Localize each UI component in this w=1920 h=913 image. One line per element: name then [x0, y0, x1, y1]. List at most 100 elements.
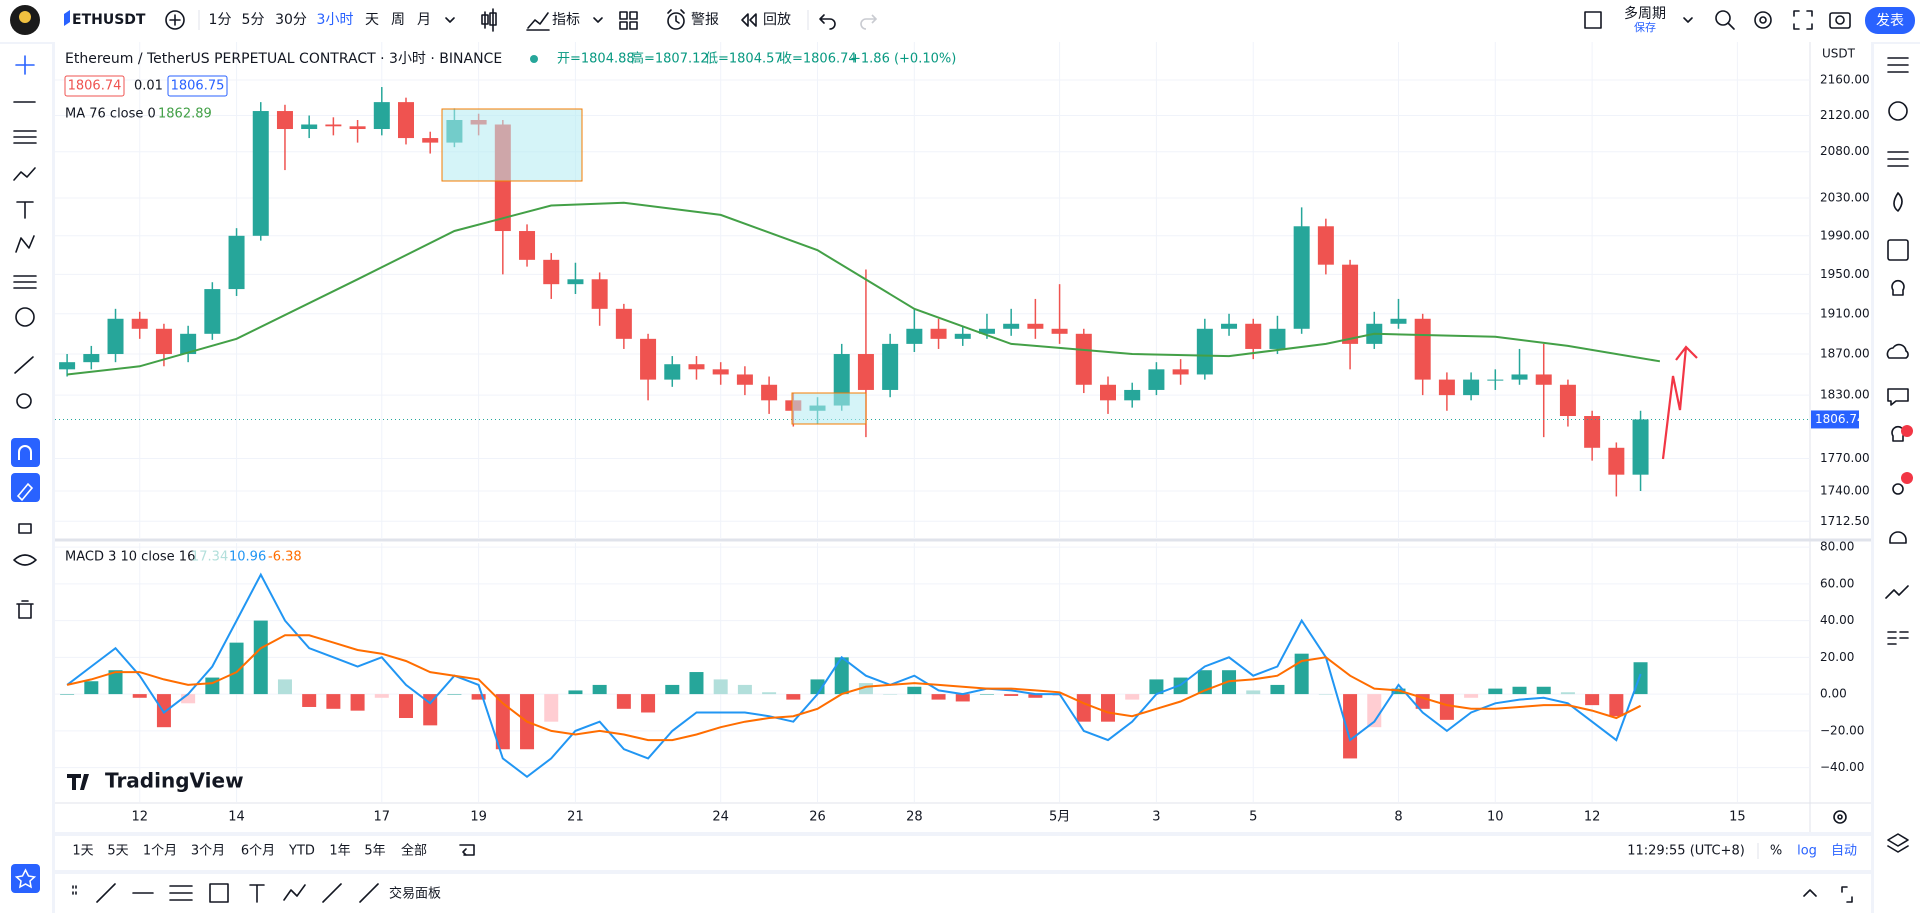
range[interactable]: 1天	[72, 844, 93, 859]
multi-timeframe[interactable]: 多周期	[1624, 5, 1666, 22]
data-window[interactable]	[1887, 151, 1909, 167]
magnet-active[interactable]	[11, 438, 40, 467]
goto-date[interactable]	[459, 844, 475, 856]
forecast[interactable]	[15, 235, 35, 253]
drawing-bar	[55, 874, 1871, 913]
ask-box[interactable]	[167, 75, 228, 97]
publish-button[interactable]	[1865, 7, 1915, 34]
crosshair[interactable]	[15, 55, 35, 75]
object-tree[interactable]	[1887, 833, 1909, 853]
layout-icon[interactable]	[619, 11, 638, 30]
replay-icon[interactable]	[741, 13, 757, 27]
interval[interactable]: 周	[391, 12, 405, 28]
range[interactable]: YTD	[288, 844, 315, 859]
candle-body	[204, 289, 221, 334]
save-menu[interactable]	[1683, 17, 1693, 23]
fullscreen[interactable]	[1793, 10, 1813, 30]
fav-text[interactable]	[249, 884, 265, 903]
range[interactable]: 5天	[107, 844, 128, 859]
macd-histogram-bar	[277, 679, 292, 695]
fav-path[interactable]	[283, 884, 306, 901]
layout-toggle[interactable]	[1584, 11, 1602, 29]
ask[interactable]: 1806.75	[171, 79, 225, 94]
indicators-icon[interactable]	[526, 12, 550, 31]
add-symbol[interactable]	[165, 10, 185, 30]
fav-ray[interactable]	[322, 883, 342, 903]
patterns[interactable]	[13, 167, 36, 181]
range[interactable]: 1个月	[143, 844, 177, 859]
range[interactable]: 3个月	[191, 844, 225, 859]
interval[interactable]: 30分	[275, 12, 307, 28]
settings[interactable]	[1754, 11, 1772, 29]
range[interactable]: 全部	[401, 843, 427, 859]
macd-legend[interactable]: MACD 3 10 close 16	[65, 550, 195, 565]
bid-box[interactable]	[64, 75, 125, 97]
chats[interactable]	[1887, 388, 1909, 406]
delete[interactable]	[16, 600, 34, 619]
interval[interactable]: 天	[365, 12, 379, 28]
rectangle-drawing[interactable]	[791, 392, 867, 425]
axis-settings[interactable]	[1833, 810, 1847, 824]
alert-icon[interactable]	[667, 9, 685, 30]
interval-menu[interactable]	[445, 17, 455, 23]
indicators[interactable]: 指标	[552, 12, 580, 28]
interval[interactable]: 3小时	[317, 12, 354, 28]
fib[interactable]	[13, 130, 37, 144]
lock[interactable]	[18, 523, 32, 534]
collapse[interactable]	[1803, 889, 1817, 897]
redo[interactable]	[860, 14, 878, 30]
arrow-drawing[interactable]	[1661, 345, 1698, 460]
order-panel[interactable]	[1885, 585, 1909, 599]
ma-legend[interactable]: MA 76 close 0	[65, 107, 156, 122]
auto-mode[interactable]: 自动	[1831, 844, 1857, 859]
save[interactable]: 保存	[1634, 20, 1656, 34]
calendar[interactable]	[1887, 239, 1909, 261]
snapshot[interactable]	[1829, 12, 1851, 29]
fav-fib[interactable]	[169, 885, 193, 901]
watchlist[interactable]	[1887, 57, 1909, 73]
streams[interactable]	[1886, 343, 1909, 359]
search[interactable]	[1715, 10, 1735, 30]
candle-body	[422, 138, 439, 143]
percent-mode[interactable]: %	[1770, 844, 1782, 859]
gann[interactable]	[13, 275, 37, 289]
interval[interactable]: 月	[417, 12, 431, 28]
chart-type[interactable]	[481, 8, 497, 32]
maximize[interactable]	[1841, 886, 1853, 903]
fav-extended[interactable]	[359, 883, 379, 903]
x-tick-label: 19	[470, 810, 487, 825]
candle-body	[688, 364, 705, 370]
zoom[interactable]	[16, 393, 32, 409]
indicators-menu[interactable]	[593, 17, 603, 23]
log-mode[interactable]: log	[1797, 844, 1817, 859]
watchlist-star-bg[interactable]	[11, 864, 40, 893]
hotlist[interactable]	[1893, 192, 1903, 212]
notifications[interactable]	[1889, 531, 1907, 544]
range[interactable]: 5年	[364, 844, 385, 859]
text-tool[interactable]	[16, 201, 34, 219]
broadcast[interactable]	[1892, 483, 1904, 495]
interval[interactable]: 1分	[209, 12, 232, 28]
bid[interactable]: 1806.74	[68, 79, 122, 94]
ruler[interactable]	[14, 356, 34, 374]
alert[interactable]: 警报	[691, 12, 719, 28]
alerts[interactable]	[1888, 101, 1908, 121]
candle-body	[1245, 323, 1262, 349]
currency[interactable]: USDT	[1822, 47, 1856, 61]
fav-trend[interactable]	[96, 883, 116, 903]
fav-rect[interactable]	[209, 883, 229, 903]
range[interactable]: 6个月	[241, 844, 275, 859]
hide[interactable]	[13, 554, 37, 566]
rectangle-drawing[interactable]	[441, 108, 583, 182]
undo[interactable]	[819, 14, 836, 30]
symbol[interactable]: ETHUSDT	[72, 12, 146, 28]
publish[interactable]: 发表	[1876, 13, 1904, 29]
interval[interactable]: 5分	[242, 12, 265, 28]
trading-panel[interactable]: 交易面板	[389, 886, 441, 902]
icons[interactable]	[15, 307, 35, 327]
range[interactable]: 1年	[329, 844, 350, 859]
replay[interactable]: 回放	[763, 12, 791, 28]
dom[interactable]	[1887, 631, 1909, 645]
ideas[interactable]	[1891, 279, 1905, 296]
tips[interactable]	[1891, 425, 1905, 442]
